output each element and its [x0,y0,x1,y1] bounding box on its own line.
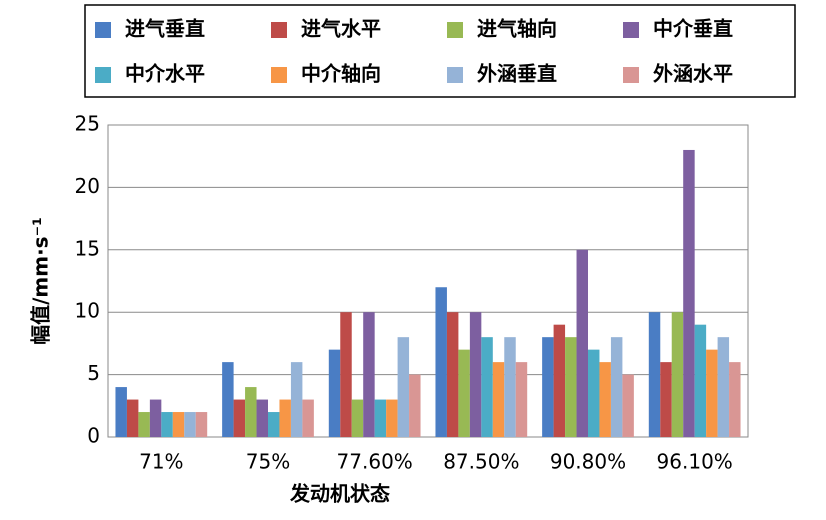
x-axis-title: 发动机状态 [289,482,390,506]
x-tick-label: 75% [246,450,290,474]
bar [671,312,684,437]
bar [363,312,375,437]
y-tick-label: 20 [75,174,100,198]
bar [469,312,482,437]
plot-area [107,124,749,438]
bar [576,249,588,437]
bar [328,349,341,437]
legend-swatch [95,22,111,38]
bar [683,149,695,437]
bar [504,337,516,437]
legend-swatch [95,67,111,83]
bar [648,312,661,437]
legend-label: 外涵水平 [653,62,733,86]
bar [351,399,364,437]
bar [660,362,672,437]
bar [446,312,459,437]
legend-label: 进气垂直 [125,17,205,41]
legend-label: 进气轴向 [477,17,557,41]
legend-label: 中介垂直 [653,17,733,41]
y-tick-label: 10 [75,299,100,323]
bar [565,337,577,437]
x-tick-label: 77.60% [337,450,413,474]
bar [729,362,741,437]
bar [481,337,493,437]
bar [458,349,470,437]
legend-label: 中介轴向 [301,62,381,86]
bar [233,399,246,437]
bar [245,387,257,437]
legend-box [84,4,796,98]
bar [340,312,352,437]
bar [115,387,127,437]
bar [184,412,196,437]
bar [268,412,280,437]
bar [222,362,234,437]
legend-label: 中介水平 [125,62,205,86]
bar [694,324,707,437]
bar [599,362,611,437]
bar [492,362,505,437]
legend-label: 外涵垂直 [477,62,557,86]
bar [515,362,528,437]
bar [435,287,447,437]
bar [542,337,554,437]
y-tick-label: 0 [87,424,100,448]
bar [256,399,268,437]
bar [622,374,634,437]
x-tick-label: 90.80% [550,450,626,474]
y-tick-label: 25 [75,112,100,136]
bar [706,349,718,437]
bar [409,374,421,437]
y-axis-title: 幅值/mm·s⁻¹ [29,217,53,345]
bar [195,412,208,437]
x-tick-label: 71% [139,450,183,474]
bar [172,412,185,437]
y-tick-label: 5 [87,361,100,385]
bar [149,399,162,437]
bar [553,324,566,437]
legend-swatch [447,67,463,83]
x-tick-label: 87.50% [443,450,519,474]
bar [386,399,398,437]
bar [138,412,150,437]
y-tick-label: 15 [75,236,100,260]
x-tick-label: 96.10% [657,450,733,474]
legend-swatch [623,22,639,38]
bar [717,337,730,437]
bar [290,362,303,437]
legend-label: 进气水平 [301,17,381,41]
bar [161,412,173,437]
legend-swatch [271,22,287,38]
legend-swatch [271,67,287,83]
bar [588,349,600,437]
bar [279,399,291,437]
bar [374,399,387,437]
bar [397,337,410,437]
legend-swatch [623,67,639,83]
bar [610,337,623,437]
legend-swatch [447,22,463,38]
bar [302,399,314,437]
bar [126,399,139,437]
